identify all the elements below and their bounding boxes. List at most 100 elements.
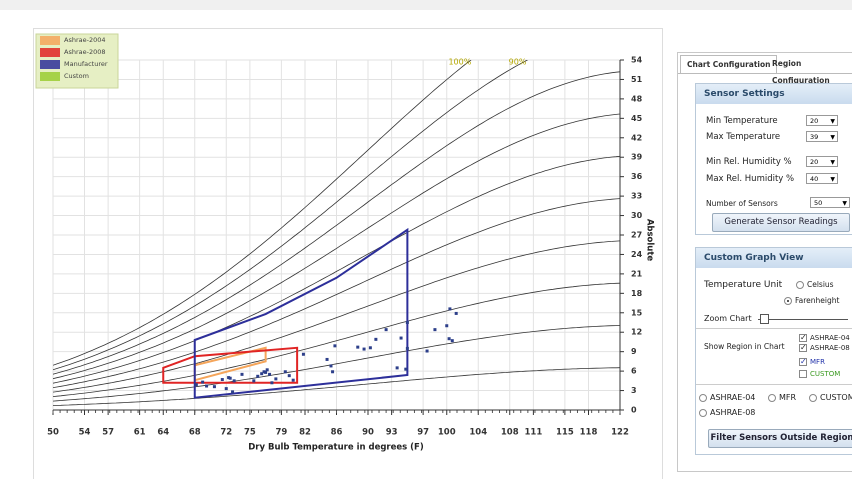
divider [696,328,852,329]
select[interactable]: 20 [806,115,838,127]
rh-curves [53,60,620,406]
checkbox-option[interactable]: ✓ ASHRAE-08 [799,344,850,352]
label: CUSTOM [810,370,841,378]
sensor-point [224,387,228,391]
radio-option[interactable]: CUSTOM [809,393,852,402]
sensor-point [454,311,458,315]
radio-option[interactable]: MFR [768,393,796,402]
x-tick-label: 93 [386,428,398,438]
radio-option[interactable]: Farenheight [784,296,839,305]
tab[interactable]: Chart Configuration [680,55,778,74]
x-tick-label: 79 [275,428,287,438]
radio-option[interactable]: ASHRAE-04 [699,393,755,402]
radio[interactable] [699,393,707,402]
radio[interactable] [809,393,817,402]
select[interactable]: 20 [806,156,838,168]
label: Max Temperature [706,132,781,142]
select[interactable]: 39 [806,131,838,143]
radio[interactable] [768,393,776,402]
checkbox-option[interactable]: CUSTOM [799,370,840,378]
x-tick-label: 108 [501,428,519,438]
legend-label: Custom [64,72,89,80]
x-tick-label: 54 [79,428,91,438]
checkbox[interactable]: ✓ [799,333,807,342]
x-tick-label: 61 [134,428,146,438]
sensor-point [433,328,437,332]
checkbox[interactable]: ✓ [799,343,807,352]
radio[interactable] [699,408,707,417]
checkbox[interactable]: ✓ [799,357,807,366]
button[interactable]: Generate Sensor Readings [712,213,850,232]
label: Zoom Chart [704,314,752,323]
rh-curve [53,113,620,380]
sensor-point [194,383,198,387]
x-tick-label: 111 [525,428,543,438]
x-tick-label: 122 [611,428,629,438]
x-tick-label: 64 [157,428,169,438]
x-tick-label: 86 [331,428,343,438]
label: ASHRAE-08 [710,408,756,417]
legend-label: Ashrae-2008 [64,48,106,56]
custom-graph-view: Custom Graph View Temperature Unit Celsi… [695,247,852,455]
y-axis-label: Absolute [645,219,655,262]
rh-curve [53,367,620,406]
input[interactable]: 50 [810,197,850,209]
config-panel: Chart Configuration Region Configuration… [677,52,852,472]
y-tick-label: 24 [631,250,643,259]
sensor-point [405,321,409,324]
section-title: Sensor Settings [696,84,852,104]
sensor-point [265,368,269,372]
label: ASHRAE-08 [810,344,850,352]
sensor-point [287,374,291,378]
sensor-point [201,380,205,384]
sensor-point [405,346,409,350]
label: Show Region in Chart [704,342,785,351]
slider-thumb[interactable] [760,314,769,324]
checkbox[interactable] [799,370,807,378]
sensor-point [256,374,260,378]
label: ASHRAE-04 [810,334,850,342]
label: MFR [779,393,797,402]
y-tick-label: 9 [631,347,637,356]
sensor-point [395,366,399,370]
sensor-point [291,378,295,382]
top-bar [0,0,852,10]
label: Min Temperature [706,116,778,126]
label: Min Rel. Humidity % [706,157,792,167]
radio[interactable] [784,297,792,305]
sensor-point [260,372,264,376]
legend-swatch [40,48,60,57]
checkbox-option[interactable]: ✓ MFR [799,358,825,366]
sensor-point [301,352,305,356]
label: MFR [810,358,825,366]
sensor-point [445,324,449,328]
label: Farenheight [795,296,840,305]
radio-option[interactable]: Celsius [796,280,834,289]
legend-label: Manufacturer [64,60,108,68]
radio[interactable] [796,281,804,289]
sensor-point [231,390,235,394]
x-tick-label: 97 [417,428,429,438]
sensor-point [362,347,366,351]
tab[interactable]: Region Configuration [772,59,830,85]
rh-curve [53,282,620,397]
y-tick-label: 42 [631,133,642,142]
rh-label: 90% [509,58,527,67]
x-tick-label: 104 [469,428,487,438]
rh-curve [53,155,620,384]
y-tick-label: 45 [631,114,643,123]
checkbox-option[interactable]: ✓ ASHRAE-04 [799,334,850,342]
x-tick-label: 118 [580,428,598,438]
sensor-point [374,337,378,341]
select[interactable]: 40 [806,173,838,185]
button[interactable]: Filter Sensors Outside Region [708,429,852,448]
radio-option[interactable]: ASHRAE-08 [699,408,755,417]
sensor-point [283,370,287,374]
y-tick-label: 36 [631,172,643,181]
y-tick-label: 30 [631,211,643,220]
y-tick-label: 48 [631,94,643,103]
label: ASHRAE-04 [710,393,756,402]
y-tick-label: 6 [631,367,637,376]
sensor-point [268,372,272,376]
y-tick-label: 21 [631,269,643,278]
